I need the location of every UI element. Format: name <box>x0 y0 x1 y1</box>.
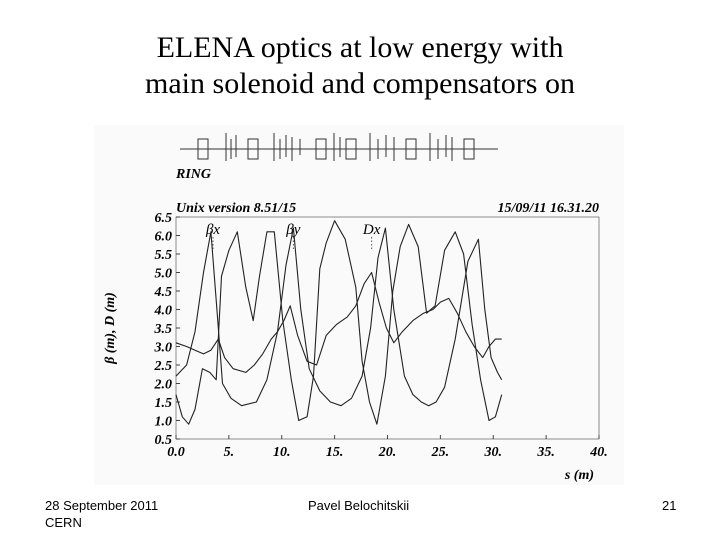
lattice-bend-magnet <box>197 138 209 160</box>
ring-label: RING <box>175 167 211 182</box>
slide-title-line-2: main solenoid and compensators on <box>145 67 575 100</box>
x-tick-label: 35. <box>536 445 555 460</box>
chart-axes: 0.5 1.0 1.5 2.0 2.5 3.0 3.5 4.0 4.5 5.0 5.5 6.0 6.5 0… <box>103 211 608 483</box>
plot-panel <box>94 125 624 485</box>
series-line-3 <box>175 271 502 373</box>
footer-date: 28 September 2011 <box>45 498 159 513</box>
y-tick-label: 3.5 <box>154 322 173 337</box>
legend-label: Dx <box>362 222 381 238</box>
date-time-label: 15/09/11 16.31.20 <box>497 201 599 216</box>
footer-left: 28 September 2011 CERN <box>45 497 158 531</box>
page-number: 21 <box>662 498 677 513</box>
y-tick-label: 5.0 <box>155 267 173 282</box>
lattice-bend-magnet <box>463 138 475 160</box>
x-tick-label: 15. <box>326 445 344 460</box>
series-line-1 <box>175 227 503 407</box>
x-tick-label: 0.0 <box>167 445 185 460</box>
x-tick-label: 5. <box>224 445 235 460</box>
optics-chart: RING Unix version 8.51/15 15/09/11 16.31… <box>103 133 608 483</box>
footer-org: CERN <box>45 515 82 530</box>
version-label: Unix version 8.51/15 <box>176 201 296 216</box>
lattice-bend-magnet <box>345 138 357 160</box>
x-tick-label: 20. <box>378 445 397 460</box>
chart-series <box>175 220 503 425</box>
y-tick-label: 2.5 <box>154 359 173 374</box>
y-tick-label: 5.5 <box>155 248 173 263</box>
slide-title-line-1: ELENA optics at low energy with <box>156 31 564 64</box>
x-tick-label: 30. <box>484 445 503 460</box>
lattice-bend-magnet <box>247 138 259 160</box>
y-tick-label: 1.5 <box>155 396 173 411</box>
y-tick-label: 3.0 <box>154 341 173 356</box>
y-tick-label: 2.0 <box>154 378 173 393</box>
x-tick-label: 10. <box>273 445 291 460</box>
y-tick-label: 6.0 <box>155 230 173 245</box>
y-tick-label: 0.5 <box>155 433 173 448</box>
x-tick-label: 25. <box>431 445 450 460</box>
lattice-bend-magnet <box>315 138 327 160</box>
footer-author: Pavel Belochitskii <box>308 498 410 513</box>
x-axis-label: s (m) <box>564 468 594 483</box>
legend-label: βx <box>205 222 220 238</box>
lattice-layout <box>180 133 498 161</box>
y-tick-label: 4.5 <box>154 285 173 300</box>
series-line-2 <box>175 220 503 425</box>
y-tick-label: 6.5 <box>155 211 173 226</box>
chart-legend: βx βy Dx <box>205 222 381 251</box>
y-tick-label: 1.0 <box>155 415 173 430</box>
x-tick-label: 40. <box>589 445 608 460</box>
slide-title: ELENA optics at low energy with main sol… <box>0 30 720 102</box>
lattice-bend-magnet <box>405 138 417 160</box>
y-axis-label: β (m), D (m) <box>103 292 118 365</box>
y-tick-label: 4.0 <box>154 304 173 319</box>
